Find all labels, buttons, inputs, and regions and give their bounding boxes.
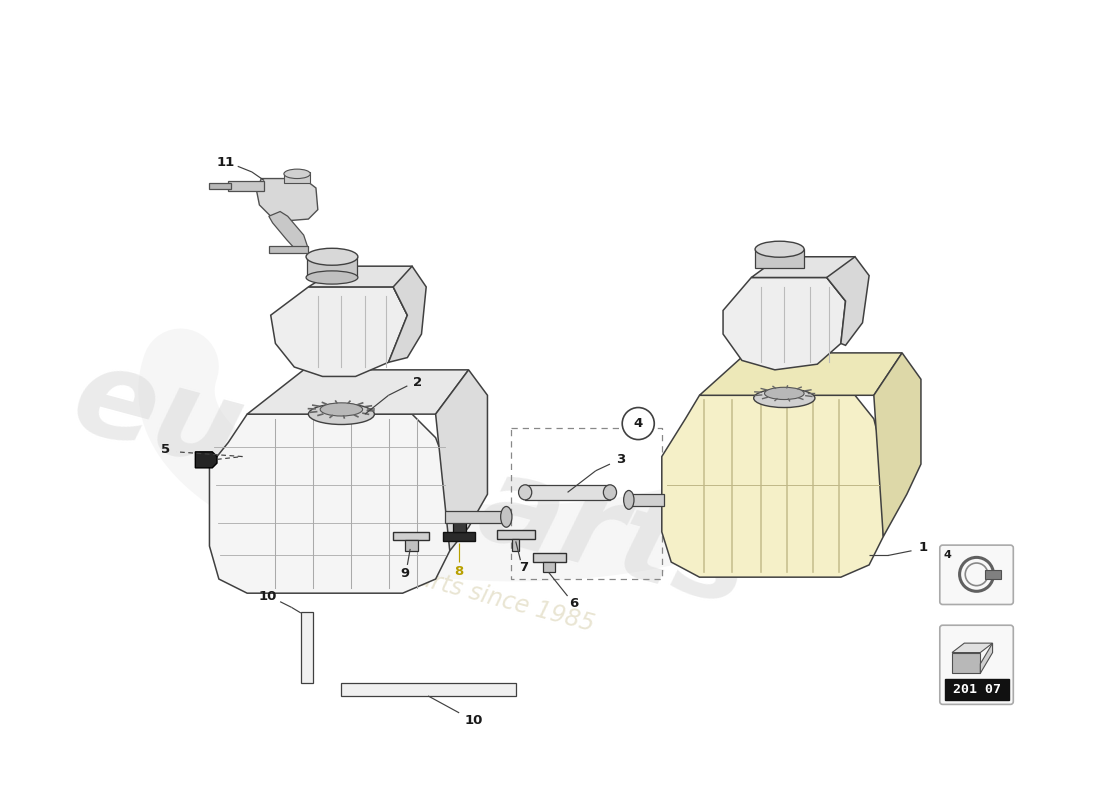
Bar	[945, 679, 1009, 700]
Polygon shape	[284, 172, 310, 183]
Polygon shape	[308, 266, 412, 315]
Polygon shape	[755, 250, 804, 268]
Text: 10: 10	[258, 590, 277, 602]
Text: 9: 9	[400, 567, 409, 580]
FancyBboxPatch shape	[939, 545, 1013, 605]
Text: 4: 4	[634, 417, 642, 430]
Ellipse shape	[306, 248, 358, 266]
Polygon shape	[307, 257, 358, 278]
Ellipse shape	[764, 387, 804, 399]
Text: 3: 3	[616, 453, 625, 466]
Polygon shape	[525, 485, 610, 500]
Text: 8: 8	[454, 565, 464, 578]
Text: 7: 7	[519, 562, 528, 574]
Polygon shape	[436, 370, 487, 550]
Circle shape	[623, 407, 654, 439]
Text: 11: 11	[217, 156, 234, 169]
Ellipse shape	[308, 404, 374, 425]
Text: 201 07: 201 07	[953, 683, 1001, 696]
Ellipse shape	[755, 242, 804, 258]
Ellipse shape	[500, 506, 512, 527]
Polygon shape	[629, 494, 663, 506]
Polygon shape	[393, 532, 429, 541]
Text: 6: 6	[570, 597, 579, 610]
Polygon shape	[256, 178, 318, 221]
Polygon shape	[268, 211, 308, 251]
Polygon shape	[751, 257, 855, 301]
Ellipse shape	[754, 389, 815, 407]
Polygon shape	[984, 570, 1001, 579]
Text: 5: 5	[161, 442, 169, 455]
Polygon shape	[532, 553, 565, 562]
Ellipse shape	[624, 490, 634, 510]
Polygon shape	[271, 287, 407, 377]
Polygon shape	[248, 370, 469, 414]
Polygon shape	[497, 530, 535, 539]
Polygon shape	[268, 246, 308, 253]
FancyBboxPatch shape	[939, 626, 1013, 704]
Ellipse shape	[518, 485, 531, 500]
Polygon shape	[952, 643, 992, 653]
Polygon shape	[229, 182, 264, 190]
Polygon shape	[405, 541, 418, 550]
Polygon shape	[301, 612, 314, 682]
Ellipse shape	[604, 485, 617, 500]
Text: eurOparts: eurOparts	[60, 338, 763, 631]
Text: 2: 2	[414, 375, 422, 389]
Polygon shape	[209, 183, 231, 189]
Polygon shape	[980, 643, 992, 674]
Polygon shape	[443, 532, 475, 542]
Polygon shape	[512, 539, 519, 550]
Text: 1: 1	[918, 542, 927, 554]
Ellipse shape	[320, 403, 363, 416]
Polygon shape	[388, 266, 426, 362]
Ellipse shape	[284, 169, 310, 178]
Polygon shape	[700, 353, 902, 395]
Polygon shape	[196, 452, 217, 468]
Ellipse shape	[306, 271, 358, 284]
Text: a passion for parts since 1985: a passion for parts since 1985	[246, 522, 597, 637]
Polygon shape	[827, 257, 869, 346]
Text: 4: 4	[944, 550, 952, 561]
Polygon shape	[873, 353, 921, 537]
Polygon shape	[452, 520, 465, 532]
Polygon shape	[952, 653, 980, 674]
Polygon shape	[543, 562, 556, 573]
Polygon shape	[723, 278, 846, 370]
Polygon shape	[341, 682, 516, 696]
Polygon shape	[446, 511, 506, 522]
Polygon shape	[209, 414, 450, 593]
Polygon shape	[662, 395, 883, 577]
Text: 10: 10	[464, 714, 483, 727]
